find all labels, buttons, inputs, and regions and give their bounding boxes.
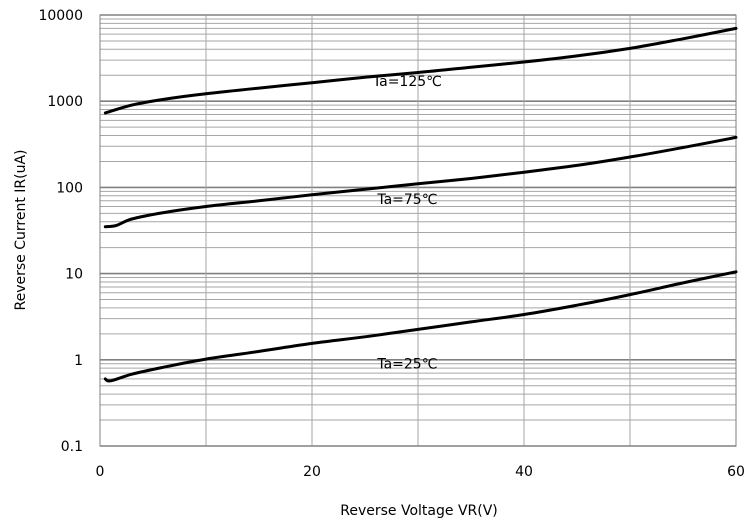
series-line-ta-25c [103, 270, 738, 383]
series-line-ta-125c [103, 26, 738, 115]
y-tick-label: 0.1 [61, 439, 83, 455]
x-tick-label: 20 [303, 464, 321, 480]
series-label-ta-75c: Ta=75℃ [376, 192, 437, 208]
x-tick-label: 0 [96, 464, 105, 480]
y-tick-label: 1000 [47, 94, 83, 110]
series-line-ta-75c [103, 135, 738, 229]
x-tick-label: 40 [515, 464, 533, 480]
x-tick-label: 60 [727, 464, 745, 480]
y-tick-label: 10 [65, 267, 83, 283]
series-label-ta-125c: Ta=125℃ [372, 74, 442, 90]
curves [103, 26, 738, 383]
x-tick-labels: 0 20 40 60 [96, 464, 745, 480]
plot-frame [99, 14, 737, 447]
y-tick-label: 1 [74, 353, 83, 369]
y-axis-label: Reverse Current IR(uA) [13, 150, 29, 311]
y-tick-labels: 0.1 1 10 100 1000 10000 [38, 8, 83, 455]
x-axis-label: Reverse Voltage VR(V) [340, 503, 498, 519]
y-tick-label: 10000 [38, 8, 83, 24]
y-tick-label: 100 [56, 180, 83, 196]
series-labels: Ta=125℃ Ta=75℃ Ta=25℃ [372, 74, 442, 373]
series-label-ta-25c: Ta=25℃ [376, 357, 437, 373]
